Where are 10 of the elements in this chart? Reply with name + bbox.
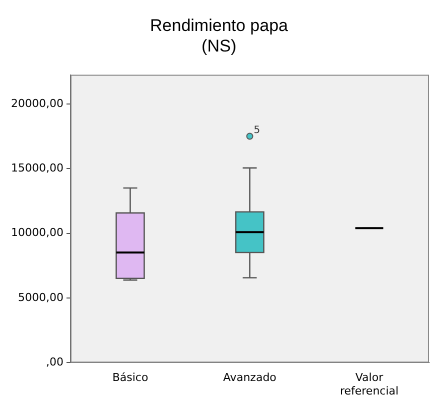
x-tick-label: Avanzado <box>223 371 277 384</box>
y-tick-label: 10000,00 <box>10 226 64 240</box>
y-tick-label: 20000,00 <box>10 96 64 110</box>
x-tick-label: Básico <box>112 371 148 384</box>
y-tick-label: ,00 <box>46 355 64 368</box>
y-tick-label: 5000,00 <box>18 290 64 304</box>
annotation: 5 <box>254 125 260 136</box>
chart-title: Rendimiento papa (NS) <box>150 16 289 56</box>
x-tick-label: Valor referencial <box>340 371 399 398</box>
y-tick-label: 15000,00 <box>10 161 64 174</box>
